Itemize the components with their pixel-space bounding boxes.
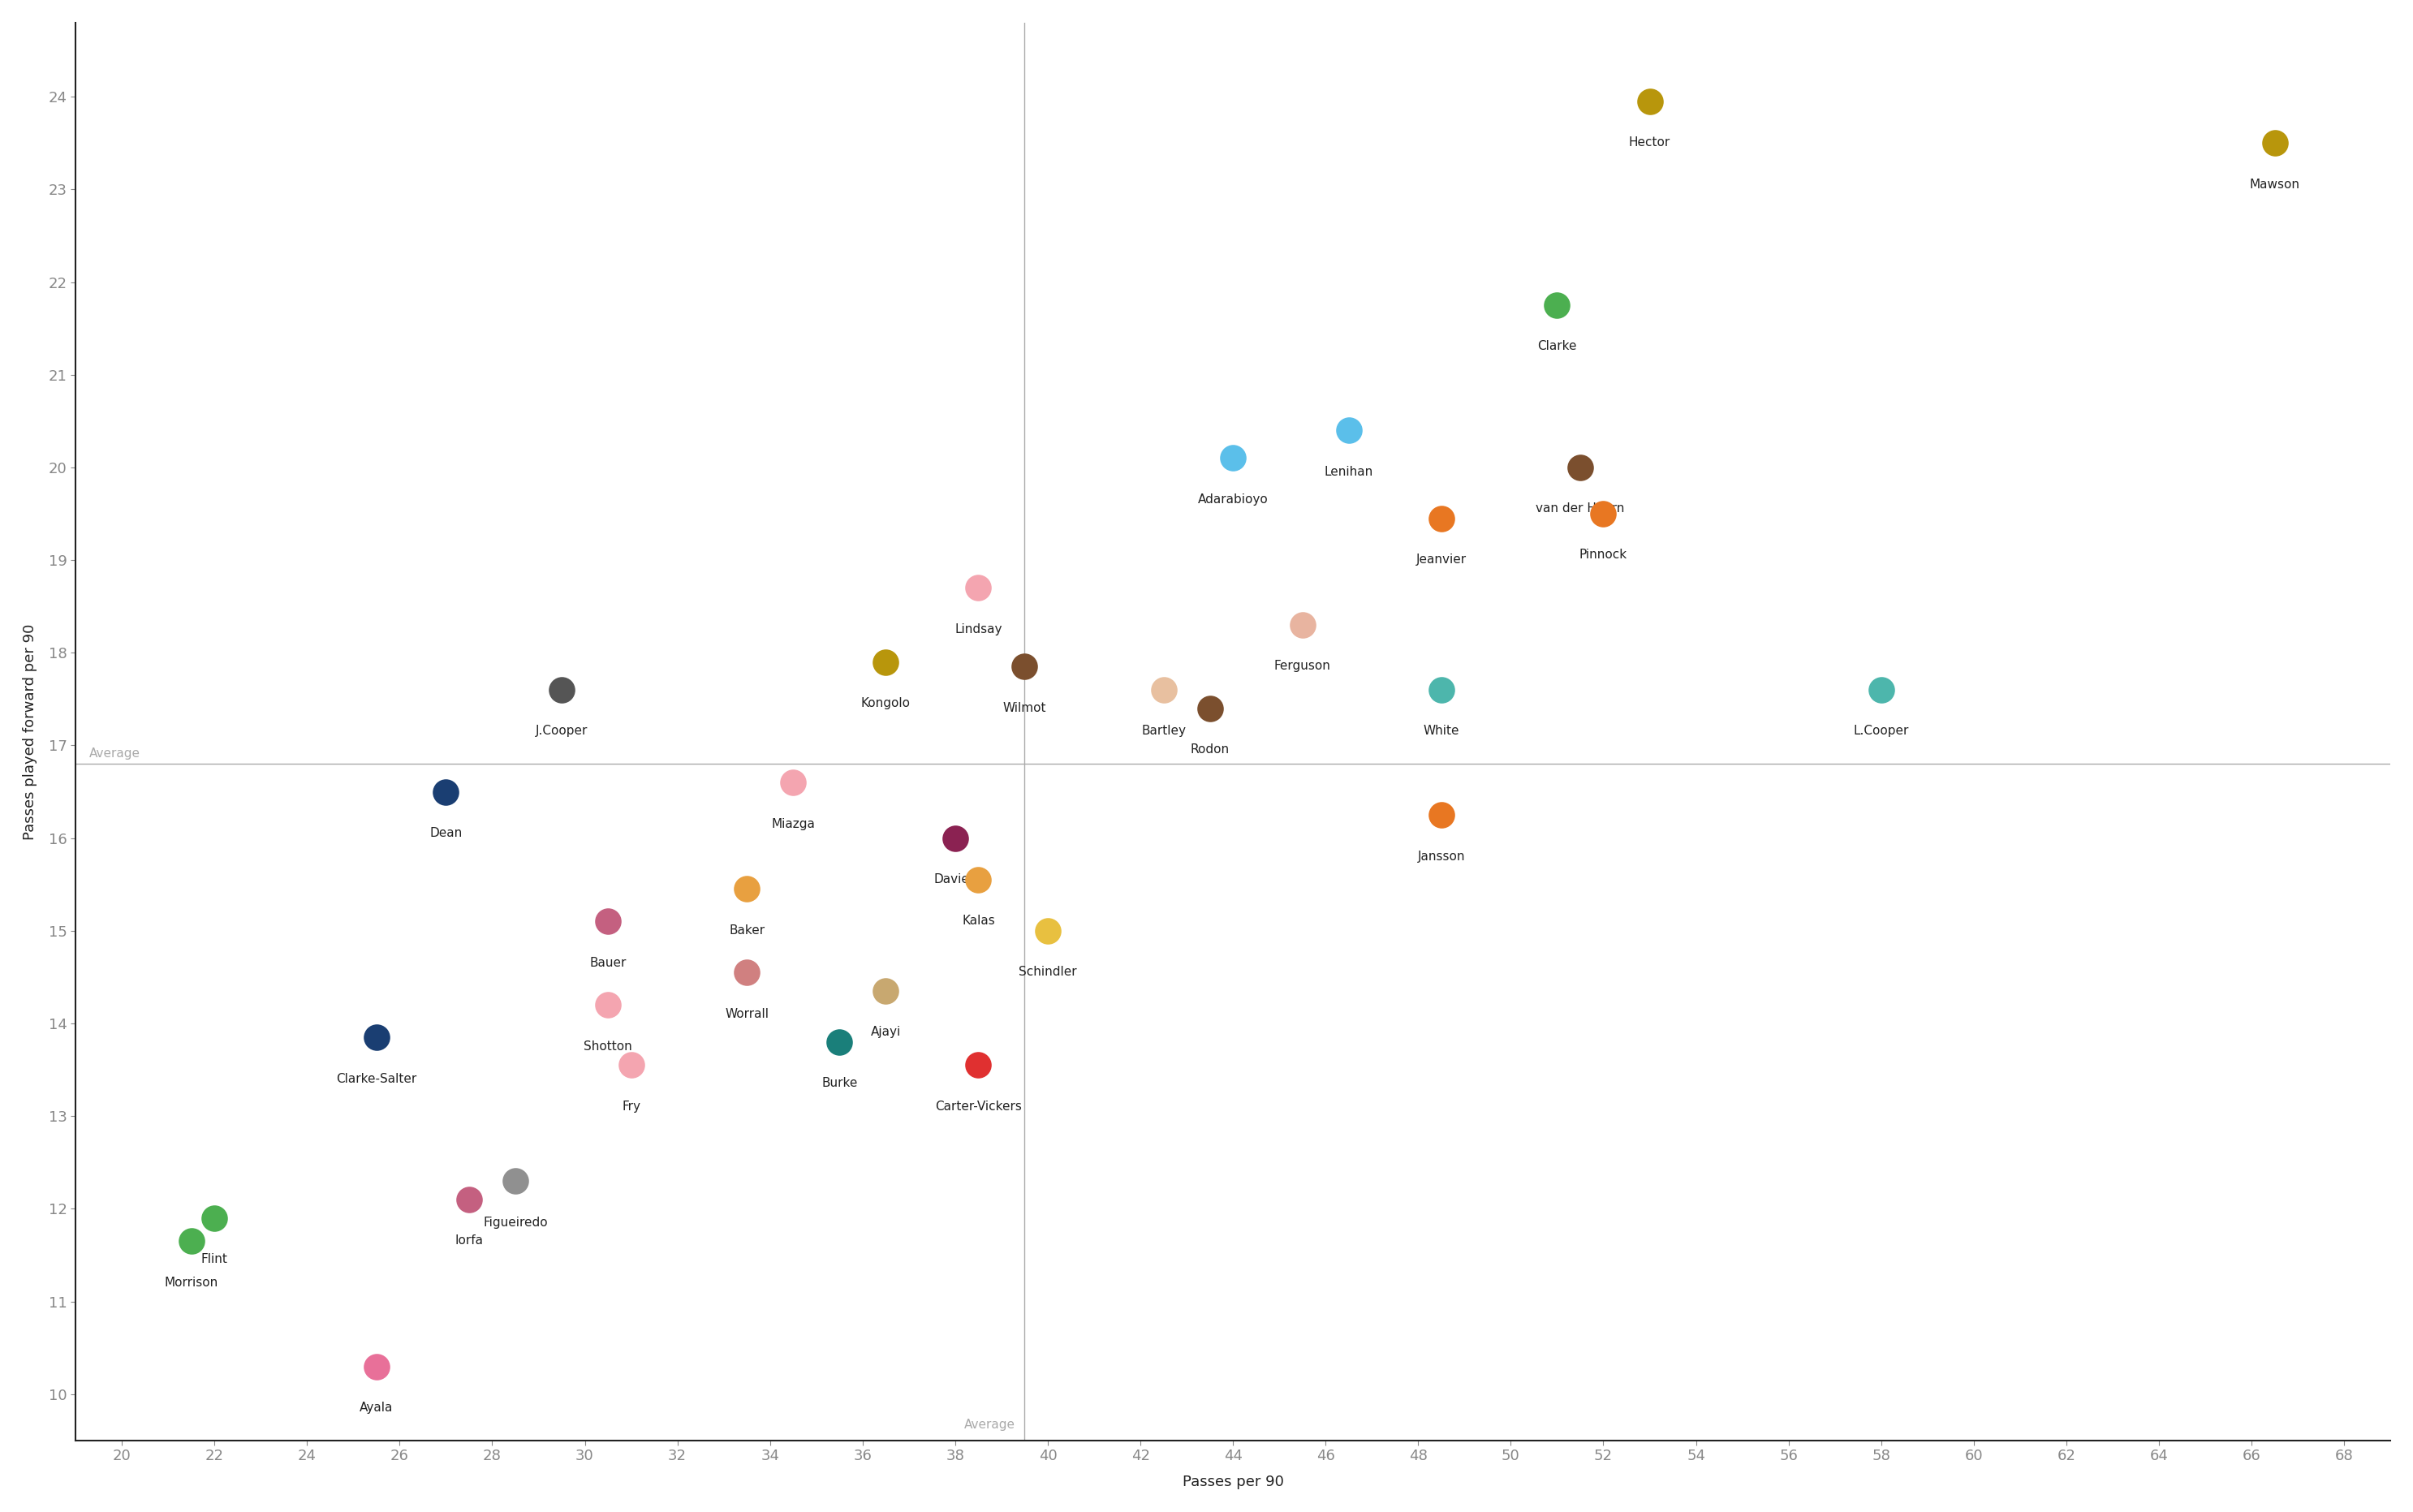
Text: Lenihan: Lenihan (1325, 466, 1373, 478)
Text: Ayala: Ayala (360, 1402, 393, 1414)
Text: Mawson: Mawson (2249, 178, 2300, 191)
Point (171, 1229, 210, 1253)
Point (357, 1025, 396, 1049)
Point (936, 826, 975, 850)
Text: J.Cooper: J.Cooper (536, 726, 589, 738)
Text: Ajayi: Ajayi (871, 1027, 900, 1039)
Point (866, 978, 905, 1002)
Point (1631, 89, 1670, 113)
Point (1284, 612, 1322, 637)
Text: Average: Average (89, 747, 140, 759)
Point (1421, 803, 1460, 827)
Text: Worrall: Worrall (724, 1007, 770, 1021)
Point (729, 960, 767, 984)
Text: Clarke: Clarke (1537, 340, 1576, 352)
X-axis label: Passes per 90: Passes per 90 (1182, 1474, 1284, 1489)
Text: Dean: Dean (430, 827, 463, 839)
Text: Ferguson: Ferguson (1274, 661, 1332, 673)
Point (1006, 655, 1045, 679)
Text: L.Cooper: L.Cooper (1853, 726, 1909, 738)
Text: White: White (1424, 726, 1460, 738)
Point (2256, 132, 2295, 156)
Text: Figueiredo: Figueiredo (483, 1216, 548, 1228)
Text: Shotton: Shotton (584, 1040, 632, 1052)
Text: van der Hoorn: van der Hoorn (1535, 502, 1624, 514)
Text: Davies: Davies (934, 874, 977, 886)
Point (1421, 677, 1460, 702)
Point (543, 677, 582, 702)
Point (613, 1052, 652, 1077)
Point (1583, 502, 1622, 526)
Text: Pinnock: Pinnock (1581, 549, 1626, 561)
Y-axis label: Passes played forward per 90: Passes played forward per 90 (22, 623, 36, 839)
Point (449, 1187, 487, 1211)
Text: Miazga: Miazga (772, 818, 816, 830)
Point (1863, 677, 1901, 702)
Point (958, 1052, 997, 1077)
Point (958, 576, 997, 600)
Point (1421, 507, 1460, 531)
Text: Carter-Vickers: Carter-Vickers (934, 1101, 1021, 1113)
Text: Wilmot: Wilmot (1004, 702, 1047, 714)
Text: Hector: Hector (1629, 136, 1670, 148)
Point (1144, 677, 1182, 702)
Text: Average: Average (965, 1420, 1016, 1432)
Point (958, 868, 997, 892)
Text: Bauer: Bauer (589, 957, 627, 969)
Point (775, 771, 813, 795)
Text: Rodon: Rodon (1190, 744, 1228, 756)
Point (1214, 446, 1252, 470)
Point (427, 780, 466, 804)
Point (866, 650, 905, 674)
Text: Jansson: Jansson (1416, 850, 1465, 862)
Text: Jeanvier: Jeanvier (1416, 553, 1467, 565)
Text: Baker: Baker (729, 924, 765, 936)
Point (1330, 419, 1368, 443)
Point (589, 909, 627, 933)
Point (1537, 293, 1576, 318)
Text: Flint: Flint (200, 1253, 227, 1266)
Text: Kongolo: Kongolo (861, 697, 910, 709)
Text: Iorfa: Iorfa (456, 1235, 483, 1247)
Point (589, 993, 627, 1018)
Text: Adarabioyo: Adarabioyo (1197, 493, 1269, 505)
Point (1028, 919, 1067, 943)
Point (195, 1207, 234, 1231)
Text: Schindler: Schindler (1018, 966, 1076, 978)
Point (1190, 696, 1228, 720)
Text: Morrison: Morrison (164, 1276, 217, 1288)
Point (497, 1169, 536, 1193)
Text: Fry: Fry (623, 1101, 639, 1113)
Text: Burke: Burke (820, 1077, 857, 1089)
Text: Bartley: Bartley (1141, 726, 1185, 738)
Point (729, 877, 767, 901)
Text: Lindsay: Lindsay (956, 623, 1001, 635)
Text: Clarke-Salter: Clarke-Salter (335, 1072, 417, 1084)
Text: Kalas: Kalas (963, 915, 994, 927)
Point (1561, 455, 1600, 479)
Point (820, 1030, 859, 1054)
Point (357, 1355, 396, 1379)
